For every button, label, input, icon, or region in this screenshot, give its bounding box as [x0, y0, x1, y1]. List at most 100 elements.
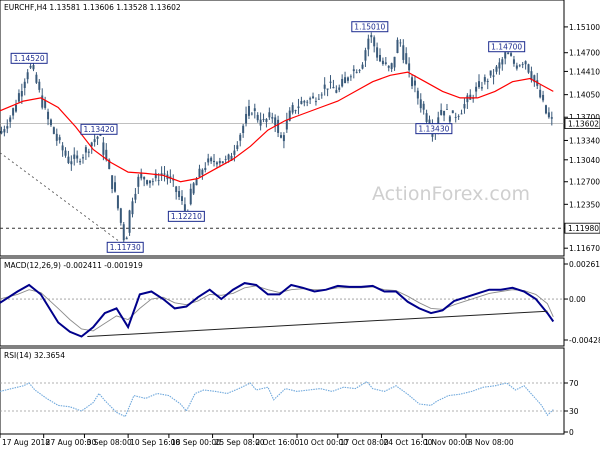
candle-body [448, 116, 451, 122]
candle-body [84, 147, 87, 153]
macd-tick-label: 0.00 [569, 295, 586, 304]
x-tick-label: 10 Oct 00:00 [299, 438, 348, 447]
candle-body [146, 180, 149, 185]
candle-body [504, 52, 507, 59]
macd-panel-frame [0, 257, 565, 347]
candle-body [213, 160, 216, 163]
candle-body [105, 149, 108, 160]
candle-body [119, 208, 122, 223]
candle-body [486, 81, 489, 82]
candle-body [125, 237, 128, 240]
candle-body [521, 64, 524, 65]
candle-body [265, 119, 268, 122]
candle-body [111, 175, 114, 190]
candle-body [148, 180, 151, 184]
annotation-box: 1.14520 [10, 52, 48, 64]
rsi-tick-label: 0 [569, 428, 574, 437]
candle-body [29, 65, 32, 68]
candle-body [405, 53, 408, 64]
x-tick-label: 27 Aug 00:00 [46, 438, 97, 447]
candle-body [128, 210, 131, 233]
candle-body [157, 180, 160, 181]
candle-body [224, 159, 227, 160]
annotation-frame [106, 241, 144, 253]
candle-body [384, 62, 387, 64]
candle-body [475, 86, 478, 92]
annotation-box: 1.13430 [415, 123, 453, 135]
macd-panel: MACD(12,26,9) -0.002411 -0.001919 [0, 257, 565, 347]
candle-body [419, 99, 422, 109]
annotation-label: 1.13430 [418, 124, 449, 133]
candle-body [341, 78, 344, 87]
candle-body [402, 45, 405, 60]
candle-body [55, 133, 58, 141]
candle-body [204, 167, 207, 170]
candle-body [349, 76, 352, 78]
candle-body [370, 35, 373, 38]
candle-body [73, 154, 76, 159]
candle-body [250, 113, 253, 115]
candle-body [399, 42, 402, 44]
candle-body [87, 151, 90, 153]
price-tick-label: 1.13340 [569, 136, 600, 145]
macd-signal-line [0, 285, 554, 332]
candle-body [495, 66, 498, 72]
candle-body [151, 181, 154, 183]
macd-title: MACD(12,26,9) -0.002411 -0.001919 [4, 261, 143, 270]
candle-body [271, 117, 274, 119]
candle-body [44, 100, 47, 108]
x-tick-label: 8 Nov 08:00 [468, 438, 514, 447]
candle-body [218, 161, 221, 164]
candle-body [47, 111, 50, 120]
candle-body [381, 60, 384, 65]
candle-body [338, 87, 341, 90]
candle-body [524, 61, 527, 65]
candle-body [390, 63, 393, 69]
annotation-box: 1.12210 [167, 210, 205, 222]
candle-body [154, 173, 157, 179]
candle-body [143, 176, 146, 180]
candle-body [6, 126, 9, 129]
price-panel: EURCHF,H4 1.13581 1.13606 1.13528 1.1360… [0, 0, 565, 257]
rsi-tick-label: 30 [569, 407, 579, 416]
candle-body [550, 117, 553, 119]
y-axis: 1.15100 1.14700 1.14410 1.14050 1.13700 1.133… [564, 23, 600, 437]
current-price-label: 1.13602 [568, 120, 599, 129]
annotation-frame [80, 123, 118, 135]
candle-body [463, 103, 466, 109]
candle-body [268, 112, 271, 118]
support-level-label: 1.11980 [568, 224, 599, 233]
candle-body [518, 65, 521, 67]
candle-body [215, 162, 218, 165]
annotation-label: 1.14520 [14, 54, 45, 63]
candle-body [312, 96, 315, 99]
candle-body [253, 108, 256, 111]
candle-body [332, 86, 335, 89]
candle-body [93, 139, 96, 143]
candle-body [326, 88, 329, 90]
annotation-frame [10, 52, 48, 64]
candle-body [547, 112, 550, 118]
annotation-label: 1.12210 [171, 212, 202, 221]
candle-body [175, 186, 178, 193]
annotation-frame [488, 41, 526, 53]
x-tick-label: 1 Nov 00:00 [424, 438, 470, 447]
candle-body [533, 75, 536, 83]
candle-body [41, 95, 44, 108]
annotation-label: 1.11730 [110, 243, 141, 252]
price-title: EURCHF,H4 1.13581 1.13606 1.13528 1.1360… [4, 3, 181, 12]
candle-body [355, 72, 358, 73]
candle-body [70, 161, 73, 165]
price-tick-label: 1.13700 [569, 113, 600, 122]
candle-body [507, 52, 510, 55]
price-tick-label: 1.13040 [569, 156, 600, 165]
candle-body [542, 94, 545, 101]
candle-body [285, 119, 288, 130]
annotation-box: 1.13420 [80, 123, 118, 135]
candle-body [23, 81, 26, 88]
price-tick-label: 1.14410 [569, 67, 600, 76]
candle-body [280, 135, 282, 138]
candle-body [317, 98, 320, 100]
annotation-frame [167, 210, 205, 222]
